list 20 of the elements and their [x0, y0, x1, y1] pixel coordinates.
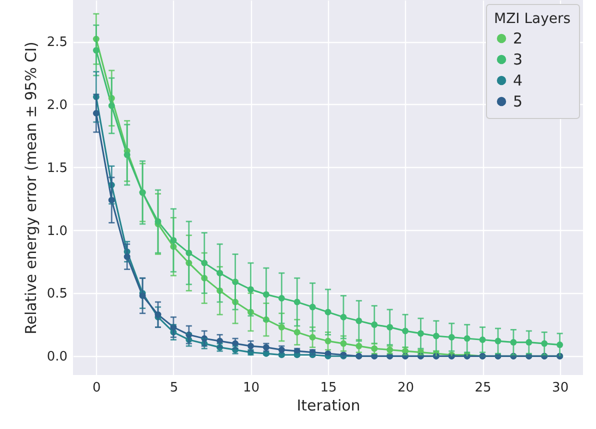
- x-tick-label: 15: [320, 380, 337, 396]
- x-axis-title: Iteration: [296, 396, 360, 414]
- y-tick-label: 0.0: [46, 350, 68, 365]
- y-tick-label: 1.0: [46, 224, 68, 239]
- y-tick-label: 2.5: [46, 35, 68, 50]
- y-tick-label: 0.5: [46, 286, 68, 302]
- legend-label: 3: [513, 50, 523, 68]
- y-tick-label: 2.0: [46, 98, 68, 113]
- legend-title: MZI Layers: [494, 11, 571, 27]
- y-axis-title: Relative energy error (mean ± 95% CI): [22, 42, 40, 334]
- x-tick-label: 0: [92, 380, 101, 396]
- x-tick-label: 5: [170, 380, 178, 396]
- x-tick-label: 30: [552, 380, 569, 396]
- x-tick-label: 25: [474, 380, 492, 396]
- legend-label: 5: [513, 92, 523, 110]
- x-tick-label: 20: [398, 380, 414, 396]
- legend-label: 4: [513, 72, 523, 90]
- x-tick-label: 10: [242, 380, 260, 396]
- y-tick-label: 1.5: [46, 160, 68, 176]
- legend-label: 2: [513, 30, 523, 48]
